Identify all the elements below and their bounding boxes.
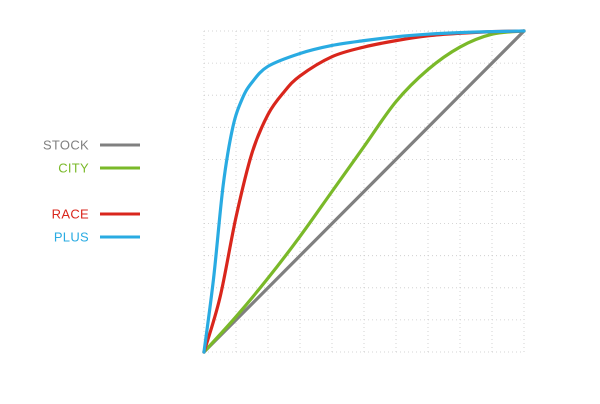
series-line-city: [202, 29, 526, 354]
legend-item-city: CITY: [58, 161, 140, 176]
series-line-stock: [202, 29, 526, 354]
legend-label-stock: STOCK: [43, 138, 89, 153]
chart-grid: [203, 30, 525, 353]
series-line-plus: [202, 29, 526, 354]
legend-label-race: RACE: [52, 207, 89, 222]
legend-item-stock: STOCK: [43, 138, 140, 153]
legend-label-city: CITY: [58, 161, 89, 176]
legend-label-plus: PLUS: [54, 230, 89, 245]
chart-legend: STOCK CITY RACE PLUS: [43, 138, 140, 245]
chart-series: [202, 29, 526, 354]
legend-item-race: RACE: [52, 207, 140, 222]
legend-item-plus: PLUS: [54, 230, 140, 245]
